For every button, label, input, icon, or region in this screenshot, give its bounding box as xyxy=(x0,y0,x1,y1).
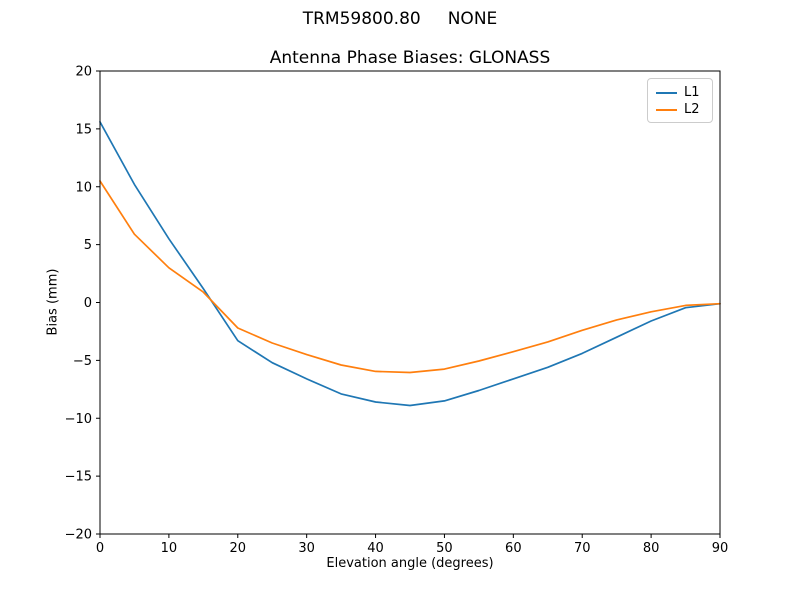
legend-label-l1: L1 xyxy=(684,85,700,100)
x-tick-label: 40 xyxy=(367,541,384,556)
y-tick-label: −15 xyxy=(65,470,92,485)
x-tick-label: 50 xyxy=(436,541,453,556)
x-tick-label: 30 xyxy=(298,541,315,556)
y-tick-label: 5 xyxy=(84,238,92,253)
x-tick-label: 70 xyxy=(574,541,591,556)
series-line-l1 xyxy=(99,121,721,407)
x-axis-label: Elevation angle (degrees) xyxy=(326,556,494,571)
legend-item-l2: L2 xyxy=(656,101,704,118)
l2-line-sample xyxy=(656,108,677,111)
y-tick-label: −10 xyxy=(65,412,92,427)
x-tick-label: 90 xyxy=(712,541,729,556)
x-tick-label: 80 xyxy=(643,541,660,556)
y-tick-label: 0 xyxy=(84,296,92,311)
x-tick-label: 60 xyxy=(505,541,522,556)
y-tick-label: 15 xyxy=(75,122,92,137)
y-tick-label: −20 xyxy=(65,528,92,543)
x-tick-label: 0 xyxy=(96,541,104,556)
legend: L1 L2 xyxy=(647,78,713,123)
chart-title: Antenna Phase Biases: GLONASS xyxy=(269,48,551,68)
l1-line-sample xyxy=(656,91,677,94)
legend-item-l1: L1 xyxy=(656,84,704,101)
series-line-l2 xyxy=(99,180,721,374)
figure-suptitle: TRM59800.80 NONE xyxy=(302,9,498,29)
legend-label-l2: L2 xyxy=(684,102,700,117)
y-tick-label: 20 xyxy=(75,65,92,80)
y-tick-label: −5 xyxy=(73,354,92,369)
x-tick-label: 20 xyxy=(230,541,247,556)
x-tick-label: 10 xyxy=(161,541,178,556)
y-tick-label: 10 xyxy=(75,180,92,195)
y-axis-label: Bias (mm) xyxy=(45,268,61,336)
axes-frame xyxy=(99,70,721,535)
